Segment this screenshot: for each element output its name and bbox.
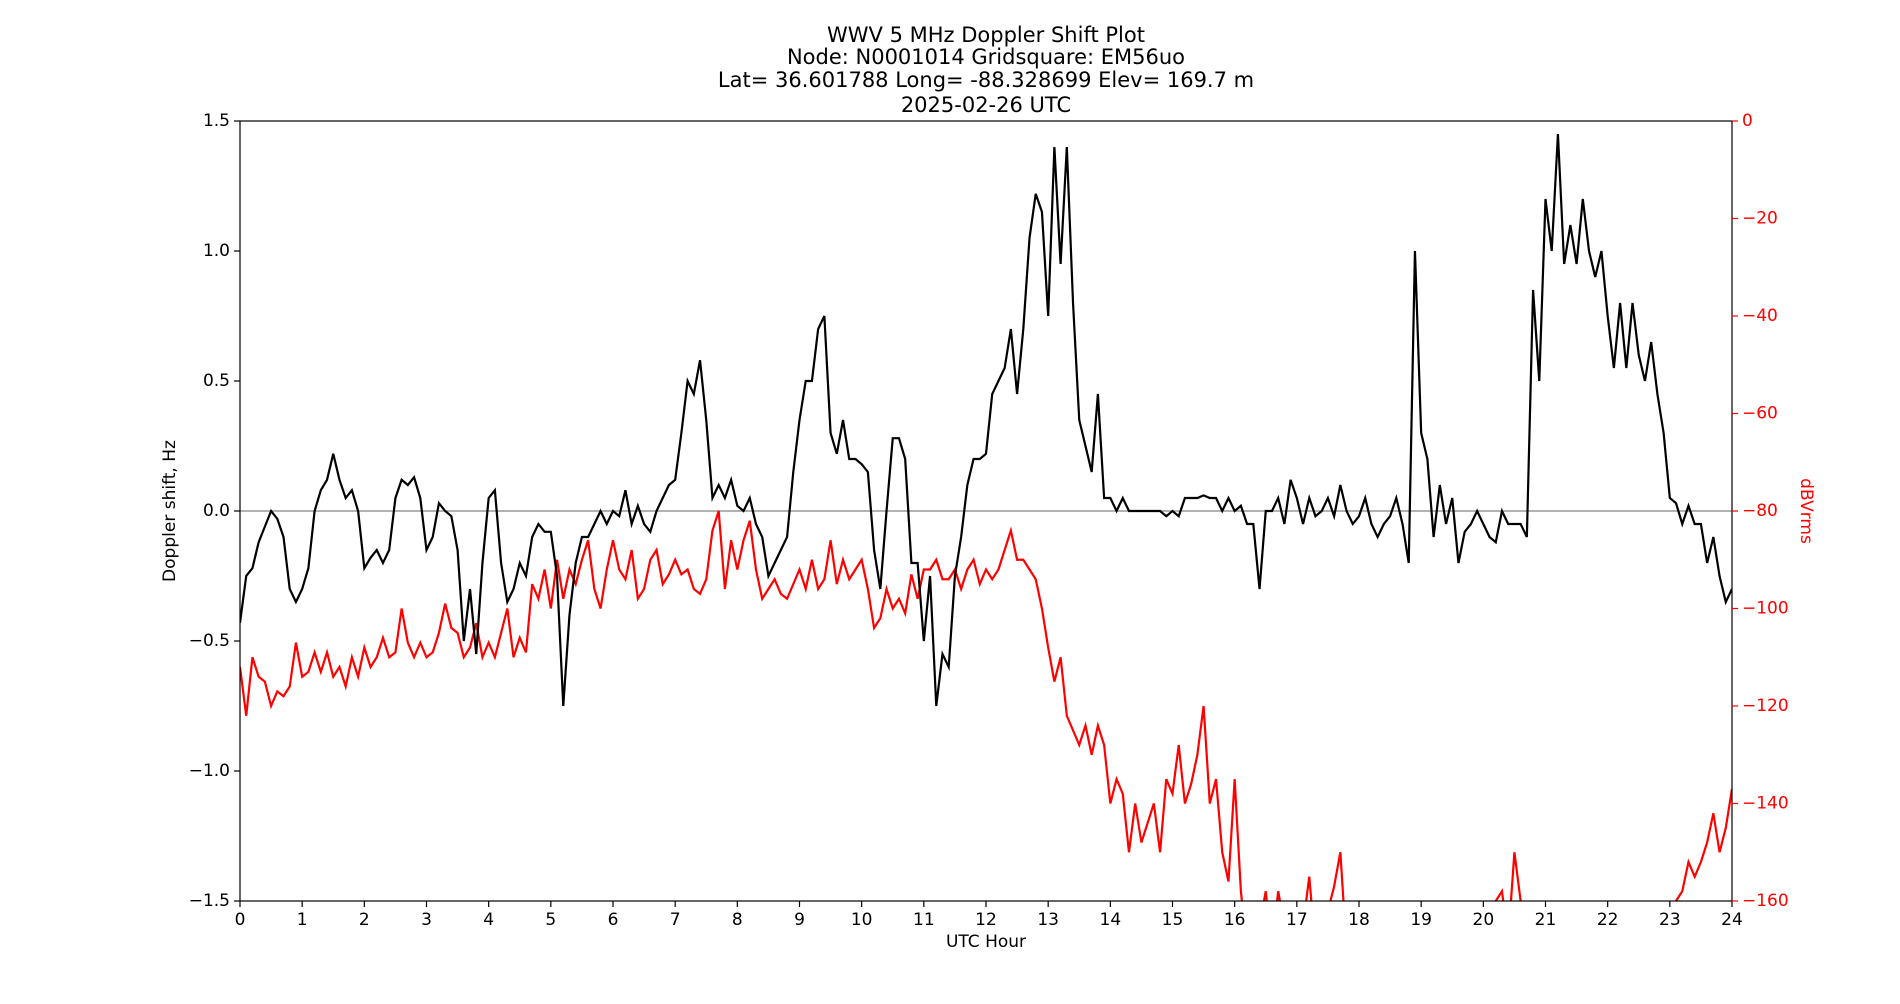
- x-tick-label: 8: [732, 910, 743, 930]
- y2-tick-label: −140: [1742, 794, 1789, 814]
- x-tick-label: 14: [1100, 910, 1122, 930]
- data-line: [240, 133, 1732, 707]
- y2-axis-label: dBVrms: [1796, 478, 1816, 544]
- y-tick-label: −1.0: [189, 761, 230, 781]
- y-tick-label: 1.5: [203, 111, 230, 131]
- x-tick-label: 16: [1224, 910, 1246, 930]
- y-tick-label: 0.5: [203, 371, 230, 391]
- x-tick-label: 7: [670, 910, 681, 930]
- x-tick-label: 10: [851, 910, 873, 930]
- chart-subtitle: Node: N0001014 Gridsquare: EM56uo: [787, 45, 1185, 69]
- x-tick-label: 11: [913, 910, 935, 930]
- y2-tick-label: −60: [1742, 404, 1778, 424]
- y-tick-label: 0.0: [203, 501, 230, 521]
- chart-subtitle: Lat= 36.601788 Long= -88.328699 Elev= 16…: [718, 68, 1254, 92]
- x-tick-label: 4: [483, 910, 494, 930]
- y2-tick-label: −80: [1742, 501, 1778, 521]
- x-tick-label: 9: [794, 910, 805, 930]
- x-tick-label: 3: [421, 910, 432, 930]
- x-tick-label: 17: [1286, 910, 1308, 930]
- y-tick-label: 1.0: [203, 241, 230, 261]
- y2-tick-label: −120: [1742, 696, 1789, 716]
- x-tick-label: 12: [975, 910, 997, 930]
- x-tick-label: 15: [1162, 910, 1184, 930]
- y2-tick-label: −100: [1742, 599, 1789, 619]
- data-line: [240, 510, 1732, 901]
- x-tick-label: 18: [1348, 910, 1370, 930]
- x-tick-label: 0: [235, 910, 246, 930]
- chart-subtitle: 2025-02-26 UTC: [901, 93, 1071, 117]
- x-tick-label: 24: [1721, 910, 1743, 930]
- y-tick-label: −0.5: [189, 631, 230, 651]
- y-tick-label: −1.5: [189, 891, 230, 911]
- y2-tick-label: −20: [1742, 209, 1778, 229]
- x-tick-label: 22: [1597, 910, 1619, 930]
- x-axis-label: UTC Hour: [946, 932, 1026, 952]
- y-axis-label: Doppler shift, Hz: [160, 440, 180, 582]
- x-tick-label: 5: [545, 910, 556, 930]
- x-tick-label: 2: [359, 910, 370, 930]
- y2-tick-label: −40: [1742, 306, 1778, 326]
- y2-tick-label: −160: [1742, 891, 1789, 911]
- chart-title: WWV 5 MHz Doppler Shift Plot: [827, 23, 1145, 47]
- y2-tick-label: 0: [1742, 111, 1753, 131]
- x-tick-label: 6: [608, 910, 619, 930]
- x-tick-label: 19: [1410, 910, 1432, 930]
- x-tick-label: 23: [1659, 910, 1681, 930]
- x-tick-label: 13: [1037, 910, 1059, 930]
- x-tick-label: 20: [1473, 910, 1495, 930]
- x-tick-label: 1: [297, 910, 308, 930]
- x-tick-label: 21: [1535, 910, 1557, 930]
